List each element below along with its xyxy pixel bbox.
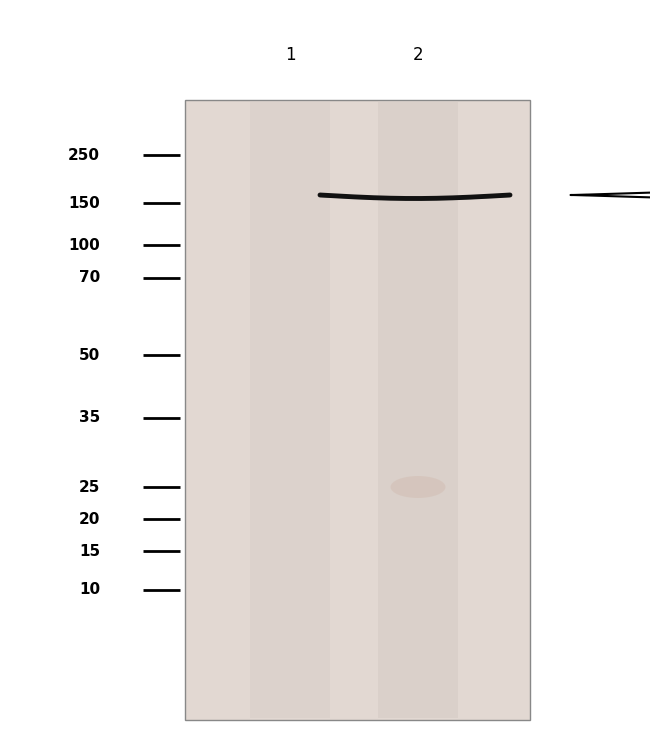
Text: 1: 1: [285, 46, 295, 64]
Text: 25: 25: [79, 479, 100, 495]
Text: 250: 250: [68, 148, 100, 163]
Text: 100: 100: [68, 237, 100, 253]
Text: 10: 10: [79, 583, 100, 597]
Text: 15: 15: [79, 543, 100, 559]
Text: 20: 20: [79, 512, 100, 526]
Bar: [250, 102, 330, 718]
Bar: [378, 102, 458, 718]
Bar: [185, 100, 530, 720]
Text: 2: 2: [413, 46, 423, 64]
Text: 35: 35: [79, 411, 100, 425]
Text: 70: 70: [79, 271, 100, 285]
Text: 50: 50: [79, 348, 100, 362]
Text: 150: 150: [68, 195, 100, 211]
Ellipse shape: [391, 476, 445, 498]
